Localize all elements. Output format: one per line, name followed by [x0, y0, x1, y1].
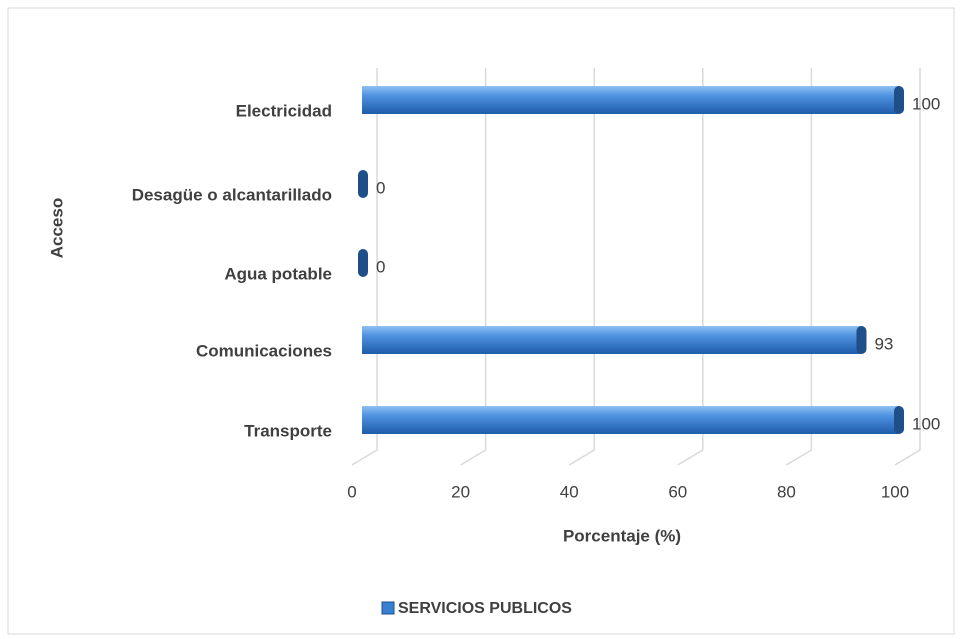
bar: [362, 326, 867, 354]
bar-cap: [358, 249, 368, 277]
grid-line: [786, 68, 813, 466]
bar: [362, 406, 904, 434]
grid-line: [351, 68, 378, 466]
x-tick-label: 80: [777, 482, 796, 501]
y-axis-label: Acceso: [47, 198, 66, 258]
x-tick-label: 0: [347, 482, 356, 501]
bar-body: [362, 326, 861, 354]
grid-line: [460, 68, 487, 466]
grid-line: [568, 68, 595, 466]
x-tick-label: 20: [451, 482, 470, 501]
bar: [358, 170, 368, 198]
data-label: 100: [912, 94, 940, 113]
y-tick-label: Agua potable: [224, 264, 332, 283]
y-tick-label: Comunicaciones: [196, 341, 332, 360]
y-tick-label: Transporte: [244, 421, 332, 440]
bar-body: [362, 406, 898, 434]
bar-cap: [856, 326, 867, 354]
x-tick-label: 100: [881, 482, 909, 501]
grid-line: [894, 68, 921, 466]
data-label: 0: [376, 178, 385, 197]
data-label: 100: [912, 414, 940, 433]
bar-cap: [894, 86, 904, 114]
y-tick-label: Electricidad: [236, 101, 332, 120]
bar-cap: [894, 406, 904, 434]
legend-label: SERVICIOS PUBLICOS: [398, 600, 572, 617]
bar: [362, 86, 904, 114]
bar: [358, 249, 368, 277]
x-tick-label: 40: [560, 482, 579, 501]
data-label: 0: [376, 257, 385, 276]
legend-marker: [381, 601, 395, 615]
x-axis-label: Porcentaje (%): [563, 526, 681, 545]
grid-line: [677, 68, 704, 466]
bar-cap: [358, 170, 368, 198]
data-label: 93: [874, 334, 893, 353]
x-tick-label: 60: [668, 482, 687, 501]
bar-body: [362, 86, 898, 114]
y-tick-label: Desagüe o alcantarillado: [132, 185, 332, 204]
